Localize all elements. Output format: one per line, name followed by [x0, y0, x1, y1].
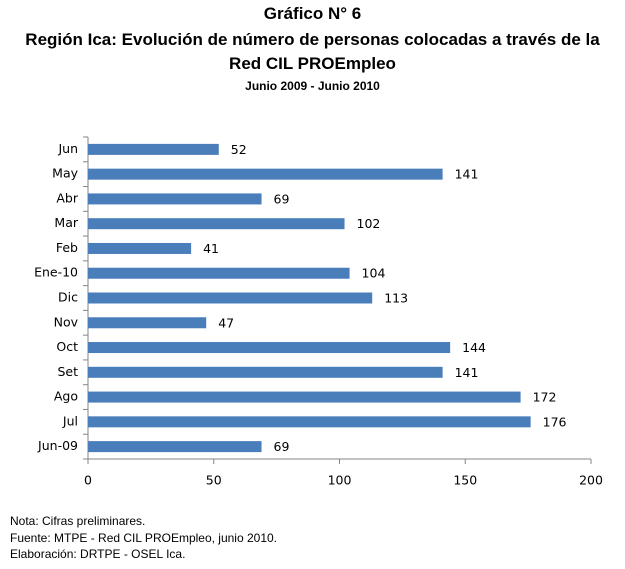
bar: [88, 143, 219, 155]
y-tick-label: Set: [57, 364, 78, 379]
x-tick-label: 200: [579, 473, 603, 488]
y-tick-label: Abr: [56, 190, 78, 205]
bar: [88, 193, 262, 205]
bar: [88, 267, 350, 279]
bar: [88, 342, 451, 354]
bar: [88, 168, 443, 180]
bar: [88, 416, 531, 428]
y-tick-label: May: [52, 166, 78, 181]
x-tick-label: 50: [206, 473, 222, 488]
note: Fuente: MTPE - Red CIL PROEmpleo, junio …: [10, 530, 278, 545]
data-label: 172: [533, 390, 557, 405]
y-tick-label: Jun: [57, 141, 78, 156]
y-tick-label: Oct: [56, 339, 78, 354]
data-label: 52: [231, 142, 247, 157]
x-tick-label: 100: [328, 473, 352, 488]
y-tick-label: Feb: [56, 240, 78, 255]
chart-subtitle: Región Ica: Evolución de número de perso…: [25, 30, 600, 73]
note: Nota: Cifras preliminares.: [10, 514, 146, 528]
y-tick-label: Jul: [62, 413, 78, 428]
note: Elaboración: DRTPE - OSEL Ica.: [10, 547, 186, 561]
y-tick-label: Ene-10: [34, 265, 78, 280]
bar: [88, 366, 443, 378]
bar: [88, 391, 521, 403]
data-label: 113: [384, 291, 408, 306]
y-tick-label: Mar: [54, 215, 78, 230]
y-tick-label: Dic: [58, 290, 78, 305]
data-label: 144: [462, 340, 486, 355]
y-tick-label: Nov: [54, 314, 79, 329]
x-tick-label: 150: [453, 473, 477, 488]
data-label: 104: [362, 266, 386, 281]
bar: [88, 292, 373, 304]
notes: Nota: Cifras preliminares. Fuente: MTPE -…: [10, 513, 277, 563]
chart-period: Junio 2009 - Junio 2010: [245, 79, 380, 93]
bar: [88, 242, 192, 254]
bar: [88, 317, 207, 329]
y-tick-label: Ago: [54, 389, 78, 404]
data-label: 69: [274, 191, 290, 206]
bar: [88, 441, 262, 453]
data-label: 141: [455, 365, 479, 380]
data-label: 41: [203, 241, 219, 256]
data-label: 47: [218, 315, 234, 330]
data-label: 141: [455, 167, 479, 182]
data-label: 176: [543, 414, 567, 429]
y-tick-label: Jun-09: [37, 438, 78, 453]
data-label: 69: [274, 439, 290, 454]
x-tick-label: 0: [84, 473, 92, 488]
bar: [88, 218, 345, 230]
data-label: 102: [357, 216, 381, 231]
chart-title: Gráfico N° 6: [263, 4, 362, 23]
